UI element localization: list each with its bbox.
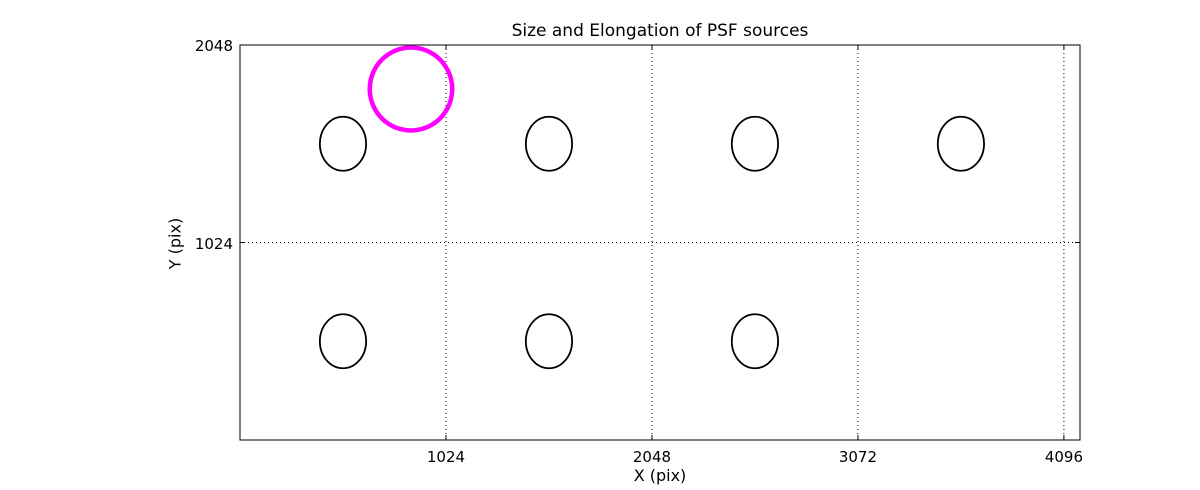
x-axis-label: X (pix) [633, 466, 687, 485]
plot-border [239, 44, 1081, 441]
psf-source-ellipse [524, 115, 573, 172]
x-tick-label: 3072 [838, 448, 878, 466]
psf-source-ellipse [524, 313, 573, 370]
x-tick-label: 4096 [1044, 448, 1083, 466]
y-tick-label: 1024 [194, 234, 233, 253]
psf-source-ellipse [318, 313, 368, 370]
chart-title: Size and Elongation of PSF sources [511, 21, 809, 41]
psf-source-ellipse [318, 115, 368, 172]
psf-source-ellipse [730, 115, 779, 172]
highlighted-psf-source-ellipse [367, 45, 455, 133]
x-tick-label: 1024 [426, 448, 466, 466]
x-tick-label: 2048 [632, 448, 672, 466]
psf-source-ellipse [730, 313, 779, 370]
psf-source-ellipse [936, 115, 985, 172]
y-tick-label: 2048 [194, 37, 233, 55]
